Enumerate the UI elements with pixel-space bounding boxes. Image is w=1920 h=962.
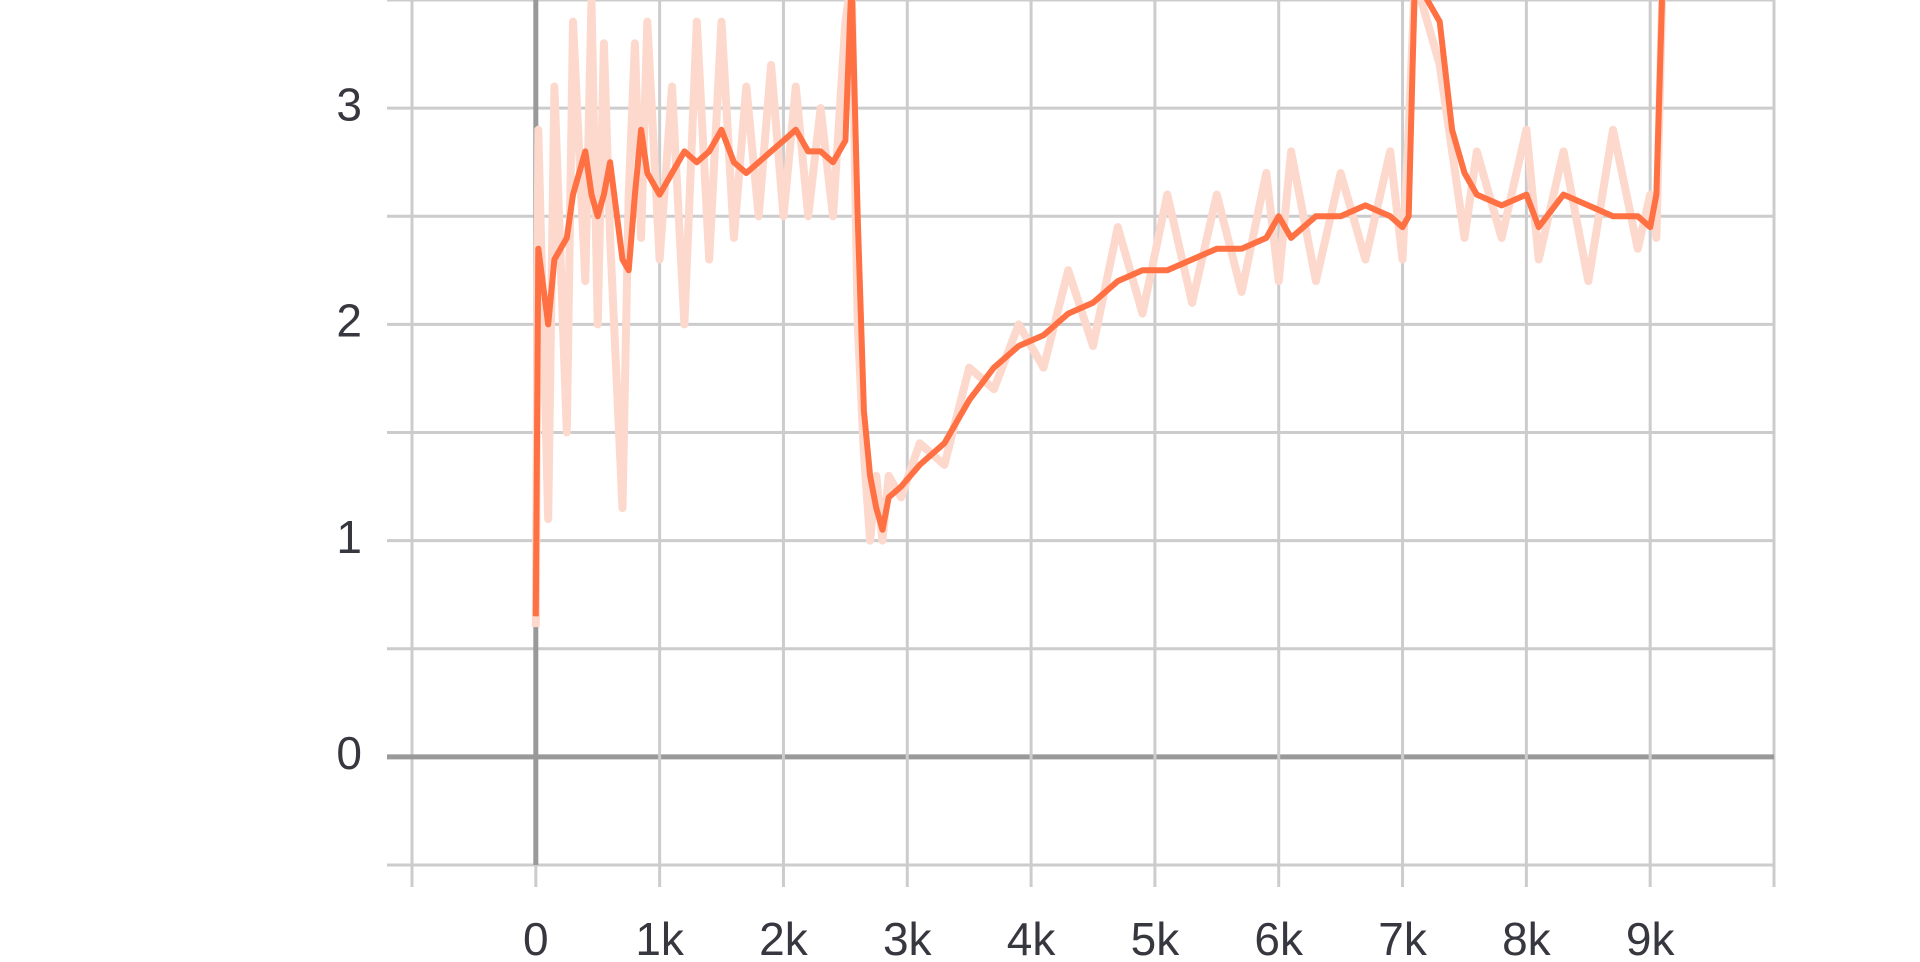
x-tick-label: 1k — [635, 913, 685, 962]
plot-area — [531, 0, 1667, 628]
y-tick-label: 0 — [336, 727, 362, 779]
x-tick-label: 2k — [759, 913, 809, 962]
y-tick-label: 3 — [336, 78, 362, 130]
x-tick-label: 0 — [523, 913, 549, 962]
x-tick-label: 3k — [883, 913, 933, 962]
raw-line — [531, 0, 1667, 628]
x-tick-label: 7k — [1378, 913, 1428, 962]
x-tick-label: 5k — [1131, 913, 1181, 962]
x-tick-label: 9k — [1626, 913, 1676, 962]
y-tick-label: 2 — [336, 295, 362, 347]
x-tick-label: 4k — [1007, 913, 1057, 962]
smoothed-line — [532, 0, 1665, 617]
y-tick-label: 1 — [336, 511, 362, 563]
x-tick-label: 8k — [1502, 913, 1552, 962]
x-tick-label: 6k — [1254, 913, 1304, 962]
